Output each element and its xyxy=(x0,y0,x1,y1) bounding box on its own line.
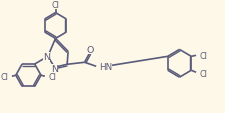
Text: Cl: Cl xyxy=(49,72,57,81)
Text: HN: HN xyxy=(99,63,112,72)
Text: Cl: Cl xyxy=(200,51,208,60)
Text: N: N xyxy=(51,64,58,73)
Text: N: N xyxy=(43,52,50,61)
Text: Cl: Cl xyxy=(52,1,59,10)
Text: Cl: Cl xyxy=(200,69,208,78)
Text: Cl: Cl xyxy=(0,72,8,81)
Text: O: O xyxy=(87,45,94,54)
